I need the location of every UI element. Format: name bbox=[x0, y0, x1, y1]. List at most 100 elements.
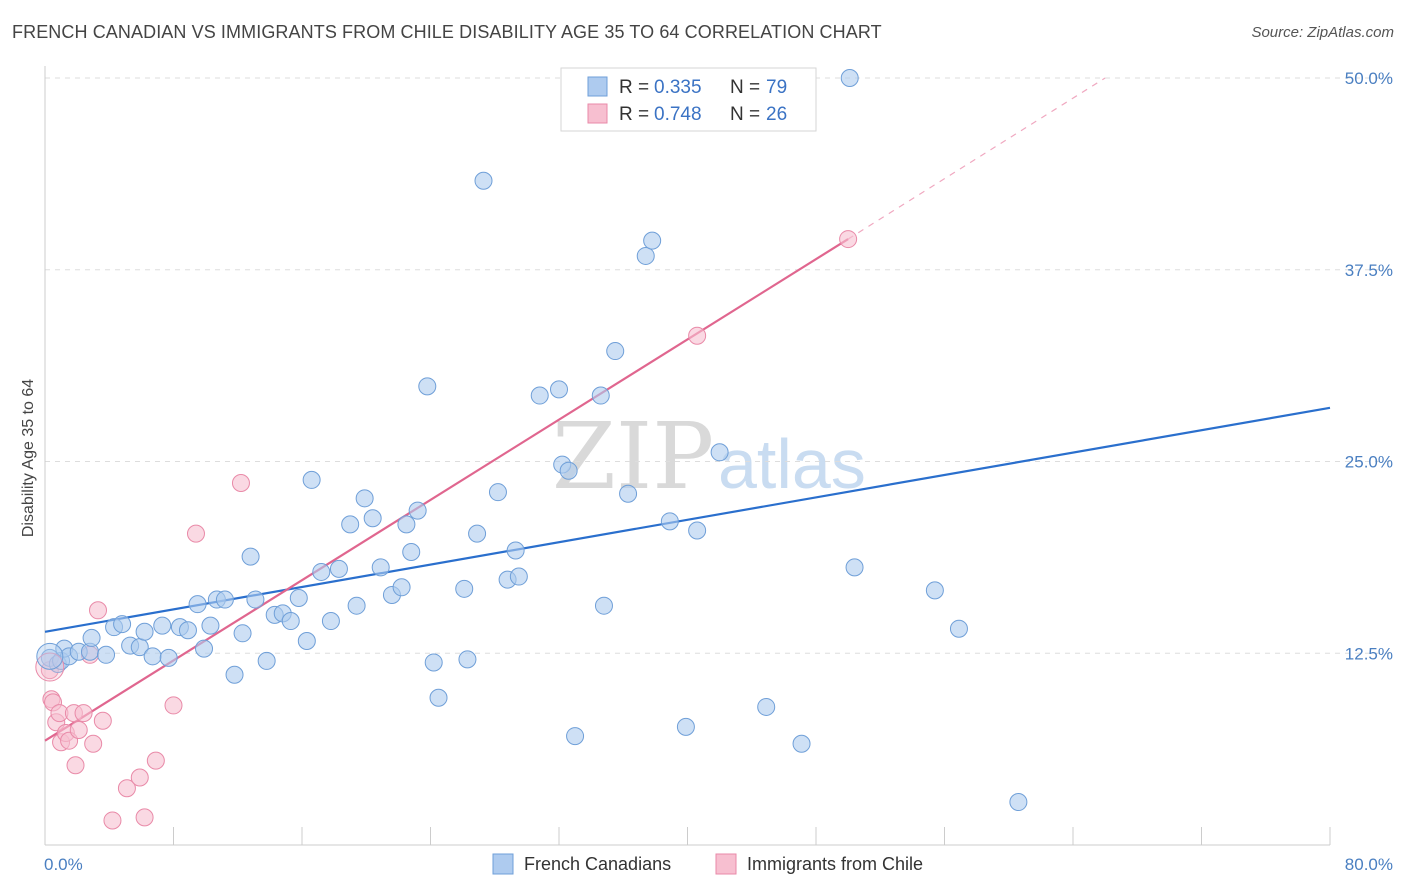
point-french-canadians bbox=[619, 484, 638, 503]
point-french-canadians bbox=[215, 590, 234, 609]
point-french-canadians bbox=[688, 521, 707, 540]
point-french-canadians bbox=[424, 653, 443, 672]
legend-r-value: 0.748 bbox=[654, 104, 702, 125]
legend-r-label: R = bbox=[619, 77, 649, 98]
bottom-legend-label-immigrants-from-chile: Immigrants from Chile bbox=[747, 854, 923, 874]
point-french-canadians bbox=[418, 377, 437, 396]
point-french-canadians bbox=[201, 616, 220, 635]
point-french-canadians bbox=[289, 589, 308, 608]
point-french-canadians bbox=[36, 642, 64, 670]
point-french-canadians bbox=[408, 501, 427, 520]
legend-n-label: N = bbox=[730, 104, 760, 125]
point-french-canadians bbox=[225, 665, 244, 684]
legend-swatch-french-canadians bbox=[587, 76, 608, 97]
point-french-canadians bbox=[302, 470, 321, 489]
point-french-canadians bbox=[840, 69, 859, 87]
point-french-canadians bbox=[233, 624, 252, 643]
y-axis-title: Disability Age 35 to 64 bbox=[20, 379, 37, 537]
legend-n-value: 79 bbox=[766, 77, 787, 98]
point-immigrants-from-chile bbox=[231, 473, 250, 492]
axes: 12.5% 25.0% 37.5% 50.0% 0.0% 80.0% bbox=[44, 66, 1393, 874]
point-french-canadians bbox=[949, 619, 968, 638]
point-french-canadians bbox=[530, 386, 549, 405]
point-french-canadians bbox=[297, 631, 316, 650]
point-french-canadians bbox=[792, 734, 811, 753]
point-french-canadians bbox=[550, 380, 568, 399]
point-french-canadians bbox=[468, 524, 487, 543]
point-immigrants-from-chile bbox=[103, 811, 122, 830]
point-french-canadians bbox=[429, 688, 448, 707]
point-french-canadians bbox=[281, 612, 300, 631]
point-french-canadians bbox=[1009, 793, 1028, 812]
bottom-legend: French Canadians Immigrants from Chile bbox=[492, 853, 923, 875]
point-french-canadians bbox=[757, 697, 776, 716]
y-tick-label: 25.0% bbox=[1345, 453, 1393, 472]
point-french-canadians bbox=[82, 628, 101, 647]
point-immigrants-from-chile bbox=[839, 230, 858, 249]
point-french-canadians bbox=[143, 647, 162, 666]
point-french-canadians bbox=[606, 342, 625, 361]
bottom-legend-label-french-canadians: French Canadians bbox=[524, 854, 671, 874]
point-french-canadians bbox=[509, 567, 528, 586]
point-french-canadians bbox=[591, 386, 610, 405]
point-immigrants-from-chile bbox=[117, 779, 136, 798]
point-french-canadians bbox=[676, 717, 695, 736]
point-french-canadians bbox=[355, 489, 374, 508]
point-french-canadians bbox=[246, 590, 265, 609]
point-french-canadians bbox=[845, 558, 864, 577]
x-tick-label: 0.0% bbox=[44, 855, 83, 874]
point-french-canadians bbox=[636, 246, 655, 265]
point-french-canadians bbox=[153, 616, 172, 635]
watermark: ZIP atlas bbox=[552, 403, 866, 510]
point-immigrants-from-chile bbox=[69, 720, 88, 739]
point-immigrants-from-chile bbox=[688, 326, 707, 345]
point-french-canadians bbox=[159, 648, 178, 667]
point-french-canadians bbox=[363, 509, 382, 528]
point-immigrants-from-chile bbox=[35, 652, 65, 682]
point-immigrants-from-chile bbox=[146, 751, 165, 770]
point-french-canadians bbox=[474, 171, 493, 190]
point-immigrants-from-chile bbox=[135, 808, 154, 827]
point-french-canadians bbox=[329, 559, 348, 578]
point-french-canadians bbox=[135, 622, 154, 641]
point-french-canadians bbox=[371, 558, 390, 577]
point-immigrants-from-chile bbox=[66, 756, 85, 775]
point-french-canadians bbox=[506, 541, 525, 560]
point-immigrants-from-chile bbox=[186, 524, 205, 543]
legend-r-label: R = bbox=[619, 104, 649, 125]
legend-n-label: N = bbox=[730, 77, 760, 98]
point-french-canadians bbox=[392, 578, 411, 597]
point-french-canadians bbox=[347, 596, 366, 615]
point-french-canadians bbox=[312, 562, 331, 581]
point-french-canadians bbox=[241, 547, 260, 566]
point-french-canadians bbox=[321, 612, 340, 631]
point-immigrants-from-chile bbox=[93, 711, 112, 730]
point-french-canadians bbox=[710, 443, 729, 462]
chart-title: FRENCH CANADIAN VS IMMIGRANTS FROM CHILE… bbox=[12, 22, 882, 42]
trend-line-immigrants-from-chile bbox=[44, 238, 849, 742]
point-french-canadians bbox=[566, 727, 585, 746]
point-french-canadians bbox=[660, 512, 679, 531]
point-immigrants-from-chile bbox=[84, 734, 103, 753]
grid-lines bbox=[45, 77, 1392, 654]
point-french-canadians bbox=[341, 515, 360, 534]
point-french-canadians bbox=[402, 543, 421, 562]
source-label: Source: ZipAtlas.com bbox=[1251, 24, 1394, 41]
y-tick-label: 37.5% bbox=[1345, 261, 1393, 280]
point-french-canadians bbox=[178, 621, 197, 640]
bottom-legend-swatch-french-canadians bbox=[492, 853, 514, 875]
bottom-legend-swatch-immigrants-from-chile bbox=[715, 853, 737, 875]
point-french-canadians bbox=[458, 650, 477, 669]
point-french-canadians bbox=[643, 231, 662, 250]
point-french-canadians bbox=[195, 639, 214, 658]
point-french-canadians bbox=[488, 483, 507, 502]
point-immigrants-from-chile bbox=[89, 601, 108, 620]
data-points bbox=[35, 69, 1028, 830]
point-immigrants-from-chile bbox=[130, 768, 149, 787]
y-tick-label: 50.0% bbox=[1345, 69, 1393, 88]
point-french-canadians bbox=[113, 615, 132, 634]
point-french-canadians bbox=[925, 581, 944, 600]
point-immigrants-from-chile bbox=[74, 704, 93, 723]
point-french-canadians bbox=[559, 461, 578, 480]
